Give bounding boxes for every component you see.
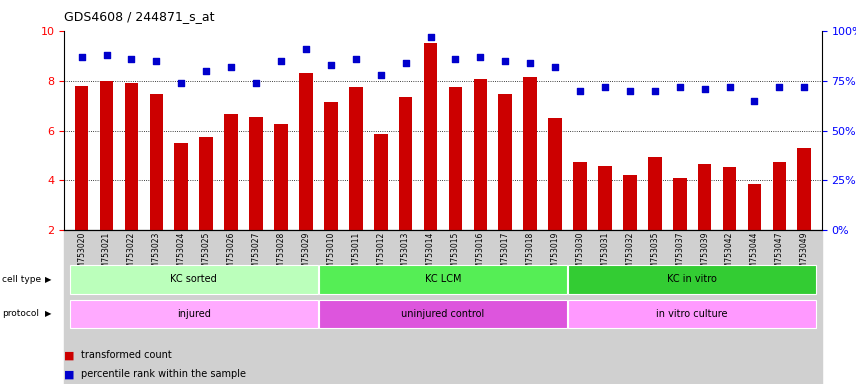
Point — [722, 84, 736, 90]
Bar — [773, 162, 787, 230]
Point — [473, 54, 487, 60]
Bar — [698, 164, 711, 230]
Point — [498, 58, 512, 64]
Point — [224, 64, 238, 70]
Point — [623, 88, 637, 94]
Text: ■: ■ — [64, 369, 74, 379]
Bar — [424, 43, 437, 230]
Point — [349, 56, 363, 62]
Text: transformed count: transformed count — [81, 350, 172, 360]
Bar — [673, 178, 687, 230]
Bar — [473, 79, 487, 230]
Point — [598, 84, 612, 90]
Text: injured: injured — [177, 309, 211, 319]
Point — [150, 58, 163, 64]
Text: ▶: ▶ — [45, 275, 51, 284]
Point — [773, 84, 787, 90]
Bar — [324, 102, 338, 230]
Point — [523, 60, 537, 66]
Bar — [99, 81, 113, 230]
Bar — [523, 77, 537, 230]
Text: KC LCM: KC LCM — [425, 274, 461, 285]
Point — [249, 79, 263, 86]
Text: KC sorted: KC sorted — [170, 274, 217, 285]
Point — [324, 61, 337, 68]
Bar — [199, 137, 213, 230]
Point — [199, 68, 213, 74]
Bar — [449, 87, 462, 230]
Bar — [349, 87, 363, 230]
Point — [747, 98, 761, 104]
Point — [374, 71, 388, 78]
Bar — [548, 118, 562, 230]
Point — [175, 79, 188, 86]
Bar — [175, 143, 188, 230]
Bar — [574, 162, 587, 230]
Bar — [125, 83, 139, 230]
Bar — [598, 166, 612, 230]
Bar — [498, 94, 512, 230]
Bar — [249, 117, 263, 230]
Bar — [623, 175, 637, 230]
Bar — [747, 184, 761, 230]
Text: protocol: protocol — [2, 310, 39, 318]
Point — [698, 86, 711, 92]
Text: in vitro culture: in vitro culture — [657, 309, 728, 319]
Bar — [798, 148, 811, 230]
Point — [99, 51, 113, 58]
Point — [125, 56, 139, 62]
Bar — [399, 97, 413, 230]
Bar — [299, 73, 312, 230]
Bar — [224, 114, 238, 230]
Text: uninjured control: uninjured control — [401, 309, 484, 319]
Point — [399, 60, 413, 66]
Bar — [150, 94, 163, 230]
Point — [549, 64, 562, 70]
Point — [574, 88, 587, 94]
Point — [274, 58, 288, 64]
Bar — [722, 167, 736, 230]
Point — [424, 34, 437, 40]
Bar — [64, 230, 822, 384]
Point — [74, 54, 88, 60]
Text: ▶: ▶ — [45, 310, 51, 318]
Bar — [274, 124, 288, 230]
Bar — [374, 134, 388, 230]
Text: cell type: cell type — [2, 275, 41, 284]
Bar — [648, 157, 662, 230]
Text: percentile rank within the sample: percentile rank within the sample — [81, 369, 247, 379]
Point — [798, 84, 811, 90]
Point — [299, 46, 312, 52]
Text: KC in vitro: KC in vitro — [667, 274, 717, 285]
Text: ■: ■ — [64, 350, 74, 360]
Point — [449, 56, 462, 62]
Text: GDS4608 / 244871_s_at: GDS4608 / 244871_s_at — [64, 10, 215, 23]
Bar — [74, 86, 88, 230]
Point — [648, 88, 662, 94]
Point — [673, 84, 687, 90]
